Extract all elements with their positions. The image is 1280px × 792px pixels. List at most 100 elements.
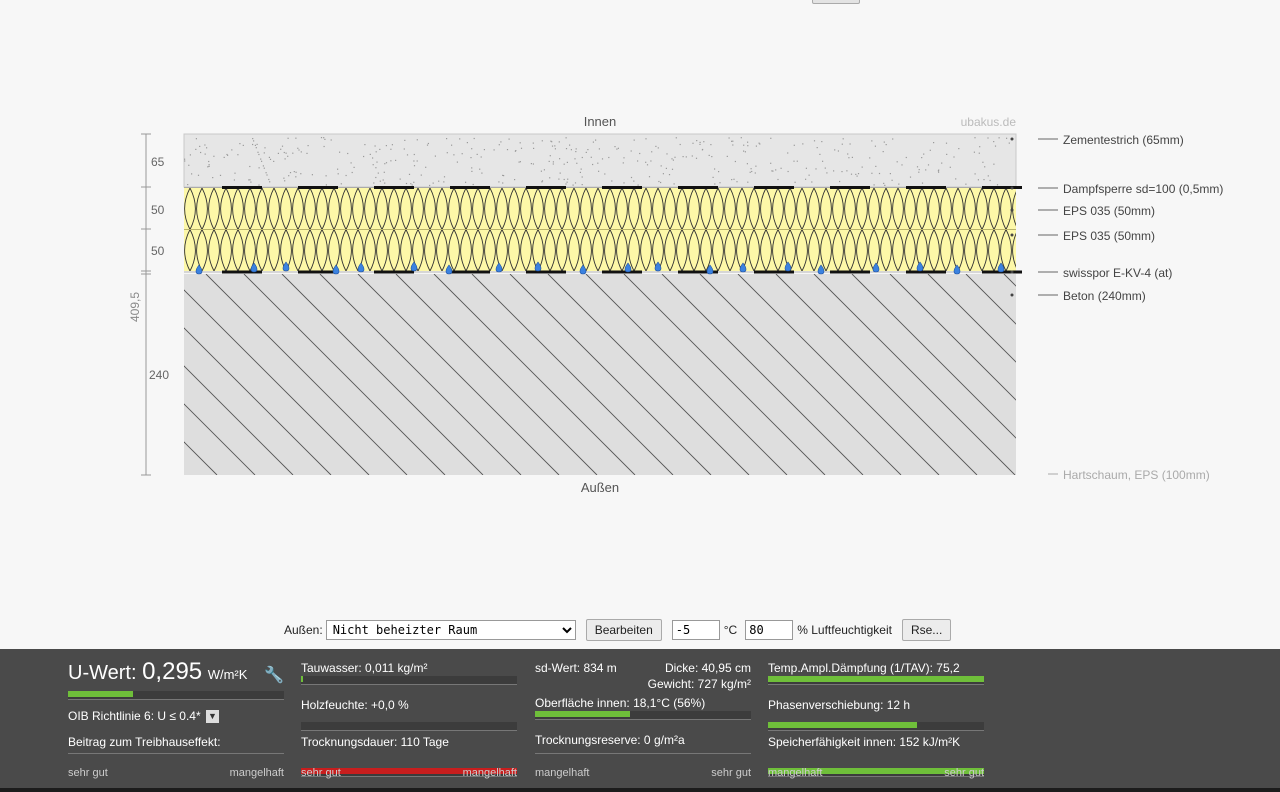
tauwasser-label: Tauwasser: 0,011 kg/m²: [301, 661, 428, 675]
water-drop-icon: [195, 264, 203, 275]
phasen-bar: [768, 722, 984, 731]
gewicht-label: Gewicht: 727 kg/m²: [647, 677, 751, 691]
water-drop-icon: [282, 261, 290, 272]
outside-label: Außen: [581, 480, 619, 495]
uwert-bar-fill: [68, 691, 133, 697]
layer-beton: [184, 274, 1016, 475]
results-panel: U-Wert: 0,295 W/m²K 🔧 OIB Richtlinie 6: …: [0, 649, 1280, 792]
aussen-label: Außen:: [284, 623, 323, 637]
oberflaeche-bar-fill: [535, 711, 631, 717]
edit-button[interactable]: Bearbeiten: [585, 619, 662, 641]
water-drop-icon: [495, 262, 503, 273]
humidity-unit: % Luftfeuchtigkeit: [797, 623, 892, 637]
temp-ampl-bar: [768, 676, 984, 685]
water-drop-icon: [410, 261, 418, 272]
water-drop-icon: [817, 264, 825, 275]
water-drop-icon: [916, 261, 924, 272]
results-col-thermal: Temp.Ampl.Dämpfung (1/TAV): 75,2 Phasenv…: [768, 649, 984, 779]
water-drop-icon: [784, 261, 792, 272]
legend-dampfsperre[interactable]: Dampfsperre sd=100 (0,5mm): [1063, 182, 1223, 196]
speicher-label: Speicherfähigkeit innen: 152 kJ/m²K: [768, 735, 961, 749]
layer-zementestrich: [183, 133, 1017, 188]
watermark: ubakus.de: [961, 115, 1017, 129]
oberflaeche-label: Oberfläche innen: 18,1°C (56%): [535, 696, 706, 710]
oberflaeche-bar: [535, 711, 751, 720]
results-col-uwert: U-Wert: 0,295 W/m²K 🔧 OIB Richtlinie 6: …: [68, 649, 284, 779]
phasen-bar-fill: [768, 722, 918, 728]
water-drop-icon: [357, 262, 365, 273]
uwert-display: U-Wert: 0,295 W/m²K: [68, 658, 284, 686]
col2-scale-right: mangelhaft: [462, 767, 517, 779]
legend-zementestrich[interactable]: Zementestrich (65mm): [1063, 133, 1184, 147]
temp-ampl-label: Temp.Ampl.Dämpfung (1/TAV): 75,2: [768, 661, 960, 675]
dicke-label: Dicke: 40,95 cm: [664, 661, 751, 675]
dimension-total: 409,5: [128, 292, 142, 322]
water-drop-icon: [579, 264, 587, 275]
col1-scale-left: sehr gut: [68, 767, 108, 779]
results-col-sd: sd-Wert: 834 m Dicke: 40,95 cm Gewicht: …: [535, 649, 751, 779]
water-drop-icon: [445, 264, 453, 275]
temperature-unit: °C: [723, 623, 738, 637]
speicher-bar: [768, 768, 984, 777]
col4-scale-left: mangelhaft: [768, 767, 823, 779]
oib-row: OIB Richtlinie 6: U ≤ 0.4* ▼: [68, 709, 284, 724]
treibhaus-label: Beitrag zum Treibhauseffekt:: [68, 735, 221, 749]
top-button[interactable]: [812, 0, 860, 4]
results-col-moisture: Tauwasser: 0,011 kg/m² Holzfeuchte: +0,0…: [301, 649, 517, 779]
holzfeuchte-label: Holzfeuchte: +0,0 %: [301, 698, 409, 712]
water-drop-icon: [739, 262, 747, 273]
humidity-input[interactable]: [745, 620, 794, 640]
dimension-50a: 50: [151, 203, 165, 217]
dimension-65: 65: [151, 155, 165, 169]
temperature-input[interactable]: [671, 620, 720, 640]
col3-scale: mangelhaft sehr gut: [535, 767, 751, 779]
water-drop-icon: [250, 262, 258, 273]
speicher-bar-fill: [768, 768, 984, 774]
legend-hartschaum[interactable]: Hartschaum, EPS (100mm): [1063, 468, 1210, 482]
water-drop-icon: [997, 262, 1005, 273]
uwert-label: U-Wert:: [68, 662, 137, 684]
chevron-down-icon[interactable]: ▼: [205, 710, 219, 724]
uwert-bar: [68, 691, 284, 700]
water-drop-icon: [534, 261, 542, 272]
phasen-label: Phasenverschiebung: 12 h: [768, 698, 911, 712]
legend-eps-2[interactable]: EPS 035 (50mm): [1063, 229, 1155, 243]
inside-label: Innen: [584, 114, 617, 129]
col1-scale-right: mangelhaft: [229, 767, 284, 779]
trocknungsreserve-bar: [535, 753, 751, 754]
temp-ampl-bar-fill: [768, 676, 984, 682]
col2-scale: sehr gut mangelhaft: [301, 767, 517, 779]
water-drop-icon: [332, 264, 340, 275]
rse-button[interactable]: Rse...: [901, 619, 952, 641]
water-drop-icon: [872, 262, 880, 273]
aussen-select[interactable]: Nicht beheizter Raum: [325, 620, 576, 640]
oib-label: OIB Richtlinie 6: U ≤ 0.4*: [68, 709, 201, 723]
trocknungsdauer-bar: [301, 768, 517, 777]
col1-scale: sehr gut mangelhaft: [68, 767, 284, 779]
legend-eps-1[interactable]: EPS 035 (50mm): [1063, 204, 1155, 218]
trocknungsreserve-label: Trocknungsreserve: 0 g/m²a: [535, 733, 685, 747]
tauwasser-bar: [301, 676, 517, 685]
dimension-240: 240: [149, 368, 169, 382]
construction-diagram: Innen Außen ubakus.de 65 50 50 240 409,5…: [128, 114, 1223, 495]
uwert-value: 0,295: [142, 658, 203, 685]
legend-swisspor[interactable]: swisspor E-KV-4 (at): [1063, 266, 1172, 280]
trocknungsdauer-bar-fill: [301, 768, 517, 774]
col4-scale-right: sehr gut: [944, 767, 984, 779]
dimension-50b: 50: [151, 244, 165, 258]
water-drop-icon: [953, 264, 961, 275]
water-drop-icon: [624, 262, 632, 273]
col2-scale-left: sehr gut: [301, 767, 341, 779]
uwert-unit: W/m²K: [207, 667, 248, 682]
col3-scale-right: sehr gut: [711, 767, 751, 779]
treibhaus-bar: [68, 753, 284, 754]
tauwasser-bar-fill: [301, 676, 304, 682]
wrench-icon[interactable]: 🔧: [264, 667, 284, 684]
col3-scale-left: mangelhaft: [535, 767, 590, 779]
col4-scale: mangelhaft sehr gut: [768, 767, 984, 779]
water-drop-icon: [706, 264, 714, 275]
legend-beton[interactable]: Beton (240mm): [1063, 289, 1146, 303]
boundary-controls: Außen: Nicht beheizter Raum Bearbeiten °…: [284, 618, 952, 642]
sdwert-label: sd-Wert: 834 m: [535, 661, 617, 675]
trocknungsdauer-label: Trocknungsdauer: 110 Tage: [301, 735, 449, 749]
